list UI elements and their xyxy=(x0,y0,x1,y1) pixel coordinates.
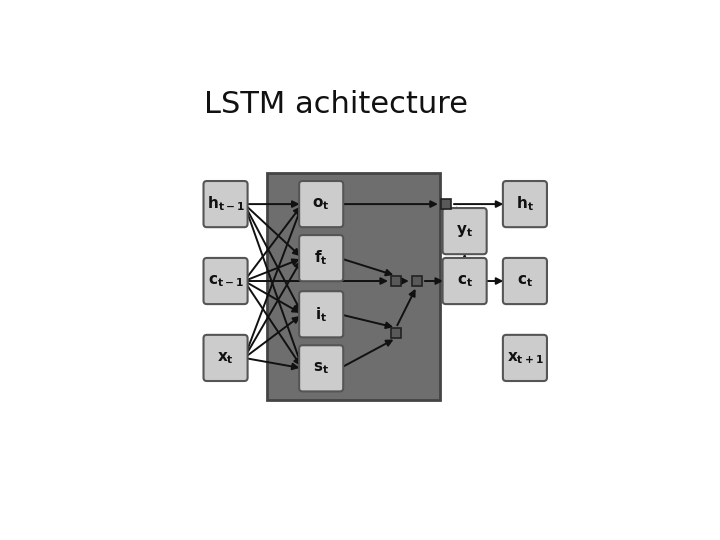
Text: $\mathbf{x_{t+1}}$: $\mathbf{x_{t+1}}$ xyxy=(506,350,544,366)
Text: $\mathbf{c_{t}}$: $\mathbf{c_{t}}$ xyxy=(517,273,533,289)
FancyBboxPatch shape xyxy=(412,276,422,286)
FancyBboxPatch shape xyxy=(443,258,487,304)
Text: $\mathbf{h_{t}}$: $\mathbf{h_{t}}$ xyxy=(516,195,534,213)
Text: $\mathbf{f_{t}}$: $\mathbf{f_{t}}$ xyxy=(315,249,328,267)
Text: LSTM achitecture: LSTM achitecture xyxy=(204,90,468,119)
FancyBboxPatch shape xyxy=(267,173,440,400)
FancyBboxPatch shape xyxy=(204,181,248,227)
FancyBboxPatch shape xyxy=(299,235,343,281)
FancyBboxPatch shape xyxy=(204,335,248,381)
FancyBboxPatch shape xyxy=(391,276,401,286)
FancyBboxPatch shape xyxy=(299,291,343,338)
FancyBboxPatch shape xyxy=(503,258,547,304)
FancyBboxPatch shape xyxy=(204,258,248,304)
Text: $\mathbf{y_{t}}$: $\mathbf{y_{t}}$ xyxy=(456,223,473,239)
Text: $\mathbf{c_{t-1}}$: $\mathbf{c_{t-1}}$ xyxy=(207,273,243,289)
Text: $\mathbf{i_{t}}$: $\mathbf{i_{t}}$ xyxy=(315,305,328,323)
Text: $\mathbf{o_{t}}$: $\mathbf{o_{t}}$ xyxy=(312,196,330,212)
FancyBboxPatch shape xyxy=(443,208,487,254)
Text: $\mathbf{c_{t}}$: $\mathbf{c_{t}}$ xyxy=(456,273,472,289)
FancyBboxPatch shape xyxy=(503,335,547,381)
Text: $\mathbf{s_{t}}$: $\mathbf{s_{t}}$ xyxy=(313,361,329,376)
Text: $\mathbf{h_{t-1}}$: $\mathbf{h_{t-1}}$ xyxy=(207,195,245,213)
FancyBboxPatch shape xyxy=(299,181,343,227)
FancyBboxPatch shape xyxy=(503,181,547,227)
Text: $\mathbf{x_{t}}$: $\mathbf{x_{t}}$ xyxy=(217,350,234,366)
FancyBboxPatch shape xyxy=(299,345,343,392)
FancyBboxPatch shape xyxy=(441,199,451,210)
FancyBboxPatch shape xyxy=(391,328,401,338)
